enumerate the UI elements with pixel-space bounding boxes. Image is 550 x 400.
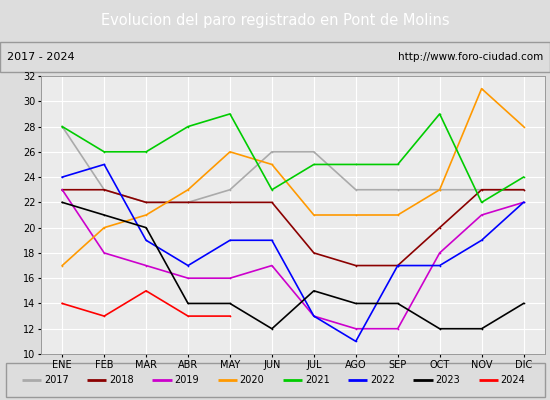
Text: 2024: 2024 — [500, 375, 525, 385]
Text: 2017 - 2024: 2017 - 2024 — [7, 52, 74, 62]
Text: http://www.foro-ciudad.com: http://www.foro-ciudad.com — [398, 52, 543, 62]
Text: 2018: 2018 — [109, 375, 134, 385]
Text: 2020: 2020 — [240, 375, 265, 385]
Text: 2019: 2019 — [174, 375, 199, 385]
Text: 2017: 2017 — [44, 375, 69, 385]
Text: 2021: 2021 — [305, 375, 329, 385]
Text: Evolucion del paro registrado en Pont de Molins: Evolucion del paro registrado en Pont de… — [101, 14, 449, 28]
Text: 2023: 2023 — [435, 375, 460, 385]
Text: 2022: 2022 — [370, 375, 395, 385]
